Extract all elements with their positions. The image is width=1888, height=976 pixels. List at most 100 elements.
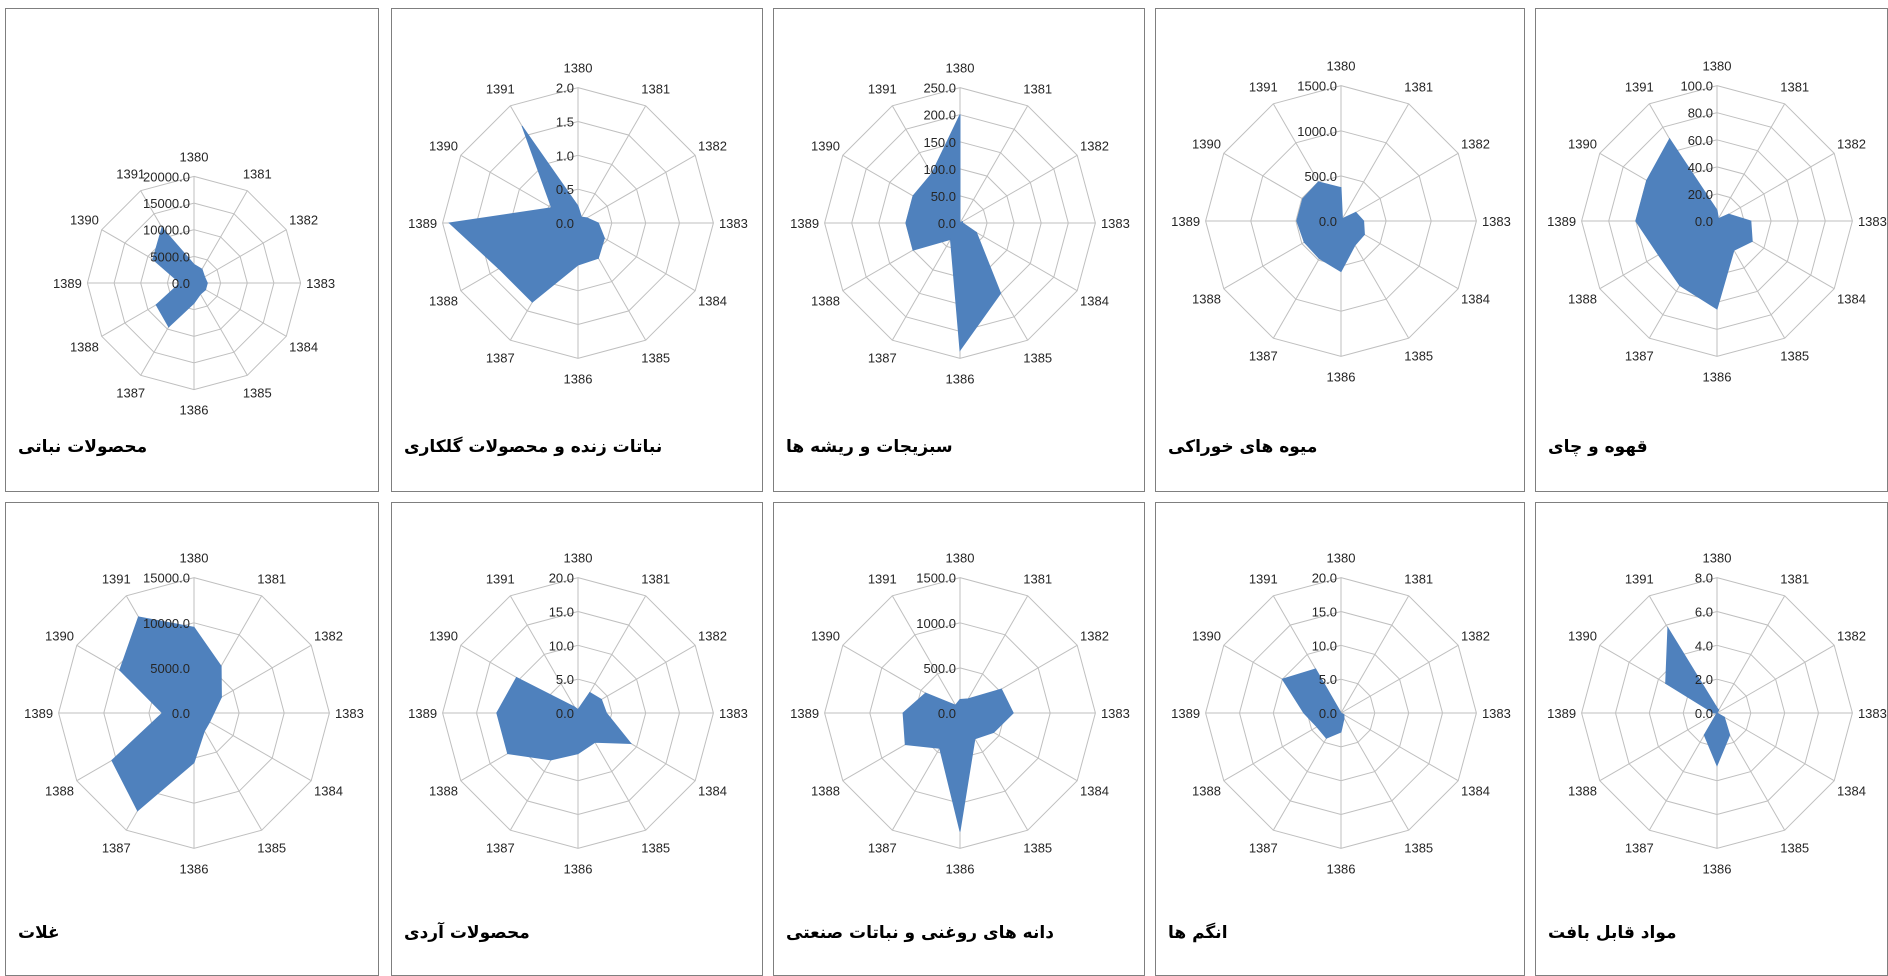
data-point-1385	[203, 730, 205, 732]
radar-panel-9: 0.0 5.0 10.0 15.0 20.0 1380 1381 1382 1383 1384 13…	[1155, 502, 1525, 976]
tick-label: 0.0	[1319, 706, 1337, 721]
category-label-1389: 1389	[408, 216, 437, 231]
data-point-1386	[577, 264, 579, 266]
data-point-1382	[1000, 688, 1002, 690]
data-point-1382	[204, 276, 206, 278]
data-point-1391	[161, 227, 163, 229]
category-label-1381: 1381	[1404, 572, 1433, 587]
category-label-1386: 1386	[180, 861, 209, 876]
series-area	[448, 126, 605, 303]
category-label-1384: 1384	[1837, 784, 1866, 799]
category-label-1385: 1385	[641, 351, 670, 366]
data-point-1389	[1303, 712, 1305, 714]
axis-spoke	[577, 154, 696, 224]
tick-label: 0.0	[1695, 214, 1713, 229]
category-label-1383: 1383	[306, 276, 335, 291]
tick-label: 0.0	[938, 216, 956, 231]
axis-spoke	[1716, 644, 1835, 714]
category-label-1382: 1382	[314, 628, 343, 643]
category-label-1380: 1380	[1327, 59, 1356, 74]
data-point-1389	[902, 712, 904, 714]
tick-label: 1500.0	[916, 571, 956, 586]
data-point-1384	[205, 289, 206, 291]
category-label-1386: 1386	[564, 371, 593, 386]
data-point-1390	[551, 207, 553, 209]
category-label-1384: 1384	[1837, 292, 1866, 307]
data-point-1381	[220, 665, 222, 667]
data-point-1387	[1703, 734, 1705, 736]
tick-label: 6.0	[1695, 605, 1713, 620]
data-point-1391	[1317, 181, 1319, 183]
category-label-1391: 1391	[1249, 572, 1278, 587]
data-point-1389	[179, 282, 181, 284]
data-point-1390	[1281, 678, 1283, 680]
data-point-1389	[161, 712, 163, 714]
category-label-1389: 1389	[1547, 214, 1576, 229]
data-point-1387	[1679, 285, 1681, 286]
category-label-1390: 1390	[1568, 136, 1597, 151]
category-label-1388: 1388	[1192, 784, 1221, 799]
category-label-1391: 1391	[102, 572, 131, 587]
data-point-1384	[630, 743, 632, 744]
radar-panel-2: 0.0 0.5 1.0 1.5 2.0 1380 1381 1382 1383 1384 1385 1…	[391, 8, 763, 492]
data-point-1381	[201, 268, 203, 270]
data-point-1391	[1667, 627, 1669, 629]
axis-spoke	[1716, 152, 1835, 222]
data-point-1391	[1669, 138, 1671, 140]
category-label-1383: 1383	[1101, 216, 1130, 231]
category-label-1383: 1383	[1101, 706, 1130, 721]
data-point-1384	[993, 731, 995, 733]
radar-chart: 0.0 0.5 1.0 1.5 2.0 1380 1381 1382 1383 1384 1385 1…	[408, 61, 748, 387]
data-point-1386	[959, 830, 961, 832]
category-label-1390: 1390	[1192, 628, 1221, 643]
category-label-1380: 1380	[564, 551, 593, 566]
category-label-1382: 1382	[1461, 628, 1490, 643]
data-point-1386	[577, 753, 579, 755]
data-point-1382	[600, 699, 602, 700]
data-point-1391	[1315, 668, 1317, 670]
data-point-1384	[1751, 240, 1753, 242]
tick-label: 2.0	[556, 81, 574, 96]
category-label-1381: 1381	[1404, 80, 1433, 95]
data-point-1383	[1750, 220, 1752, 222]
data-point-1383	[206, 282, 208, 284]
category-label-1387: 1387	[116, 386, 145, 401]
data-point-1388	[507, 753, 509, 755]
category-label-1385: 1385	[1023, 351, 1052, 366]
data-point-1382	[1355, 211, 1357, 213]
radar-panel-8: 0.0 500.0 1000.0 1500.0 1380 1381 1382 1383 1384…	[773, 502, 1145, 976]
tick-label: 60.0	[1688, 133, 1713, 148]
category-label-1390: 1390	[811, 628, 840, 643]
data-point-1380	[1716, 209, 1718, 211]
data-point-1385	[1343, 717, 1345, 719]
tick-label: 1500.0	[1297, 79, 1337, 94]
category-label-1391: 1391	[868, 82, 897, 97]
data-point-1390	[152, 258, 154, 260]
series-area	[111, 616, 222, 812]
data-point-1389	[448, 222, 450, 224]
data-point-1380	[193, 263, 195, 265]
tick-label: 1.5	[556, 115, 574, 130]
data-point-1388	[1303, 241, 1305, 243]
radar-chart: 0.0 5.0 10.0 15.0 20.0 1380 1381 1382 1383 1384 13…	[1171, 551, 1511, 877]
data-point-1380	[959, 699, 961, 700]
axis-spoke	[891, 595, 961, 714]
category-label-1387: 1387	[1249, 349, 1278, 364]
category-label-1384: 1384	[1461, 292, 1490, 307]
category-label-1384: 1384	[1461, 784, 1490, 799]
category-label-1389: 1389	[24, 706, 53, 721]
category-label-1382: 1382	[289, 213, 318, 228]
axis-spoke	[1716, 712, 1835, 782]
category-label-1391: 1391	[1249, 80, 1278, 95]
data-point-1391	[138, 616, 139, 618]
data-point-1391	[574, 706, 576, 708]
tick-label: 4.0	[1695, 638, 1713, 653]
data-point-1383	[597, 222, 599, 224]
category-label-1383: 1383	[1858, 706, 1887, 721]
data-point-1384	[209, 721, 211, 723]
category-label-1385: 1385	[1404, 841, 1433, 856]
radar-panel-4: 0.0 500.0 1000.0 1500.0 1380 1381 1382 1383 1384…	[1155, 8, 1525, 492]
tick-label: 0.0	[1695, 706, 1713, 721]
data-point-1388	[904, 744, 906, 746]
data-point-1384	[1343, 714, 1345, 716]
